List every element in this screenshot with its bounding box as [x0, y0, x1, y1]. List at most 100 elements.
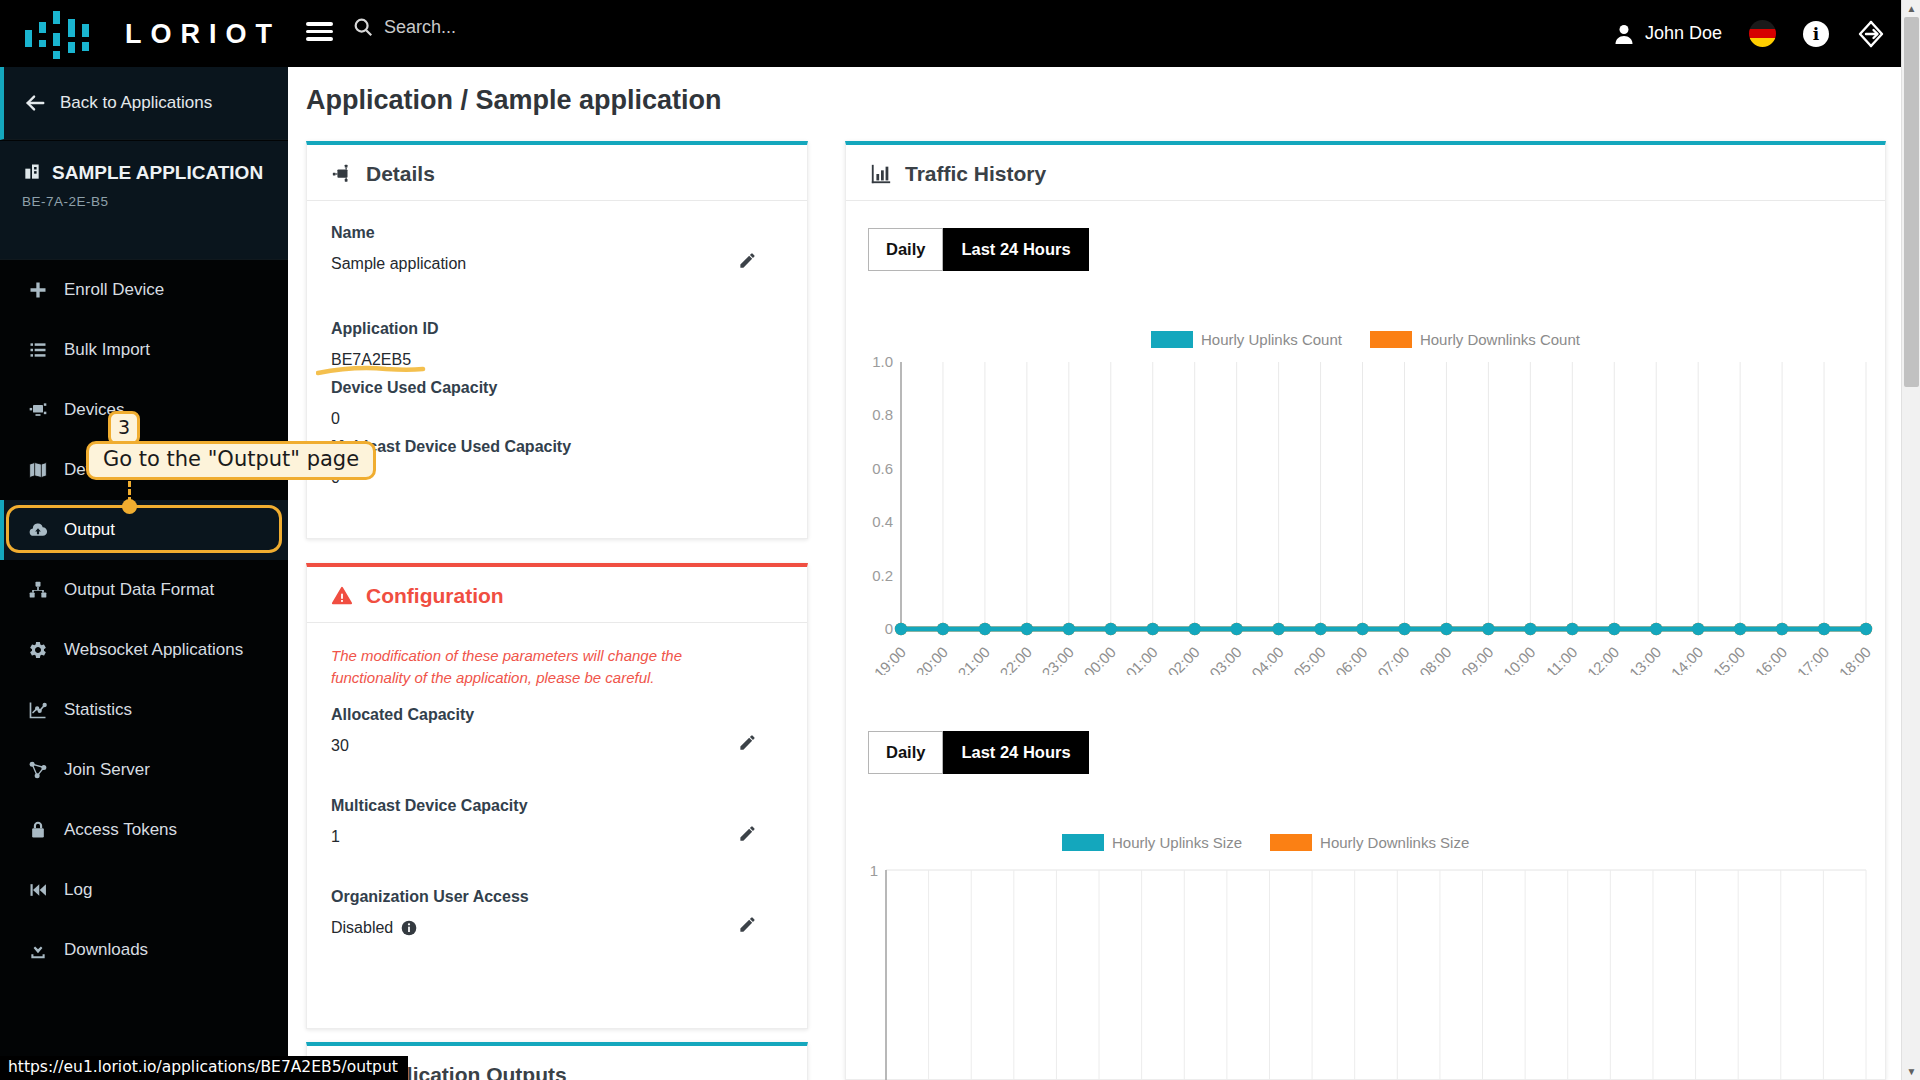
sidebar-item-label: Websocket Applications	[64, 640, 243, 660]
sidebar-app-id: BE-7A-2E-B5	[22, 194, 270, 209]
annotation-tooltip: Go to the "Output" page	[86, 441, 376, 480]
sidebar-app-header: SAMPLE APPLICATION BE-7A-2E-B5	[0, 141, 288, 260]
field-label: Organization User Access	[331, 887, 783, 907]
bar-chart-icon	[870, 163, 892, 185]
sidebar-menu: Enroll DeviceBulk ImportDevicesDevice Ma…	[0, 260, 288, 980]
arrow-left-icon	[24, 92, 46, 114]
field-value: Sample application	[331, 254, 783, 274]
field-device-used-capacity: Device Used Capacity0	[331, 378, 783, 429]
sidebar-item-join-server[interactable]: Join Server	[0, 740, 288, 800]
scrollbar-thumb[interactable]	[1904, 17, 1919, 387]
sidebar-item-label: Output Data Format	[64, 580, 214, 600]
svg-text:0.2: 0.2	[872, 567, 893, 584]
application-icon	[22, 160, 42, 192]
svg-text:23:00: 23:00	[1038, 643, 1077, 675]
map-icon	[28, 460, 48, 480]
svg-text:12:00: 12:00	[1584, 643, 1623, 675]
search-box	[352, 16, 684, 38]
field-multicast-device-used-capacity: Multicast Device Used Capacity 0	[331, 437, 783, 488]
user-menu[interactable]: John Doe	[1612, 22, 1722, 46]
info-icon[interactable]: i	[1803, 21, 1829, 47]
field-allocated-capacity: Allocated Capacity30	[331, 705, 783, 756]
svg-text:0.6: 0.6	[872, 460, 893, 477]
sidebar-item-label: Access Tokens	[64, 820, 177, 840]
field-value: 0	[331, 468, 783, 488]
sidebar-item-label: Bulk Import	[64, 340, 150, 360]
topbar-right: John Doe i	[1612, 0, 1886, 67]
logout-icon[interactable]	[1856, 19, 1886, 49]
toggle-daily-2[interactable]: Daily	[868, 731, 943, 774]
sidebar-item-output-data-format[interactable]: Output Data Format	[0, 560, 288, 620]
search-icon	[352, 16, 374, 38]
menu-toggle-icon[interactable]	[306, 22, 333, 44]
sidebar-item-devices[interactable]: Devices	[0, 380, 288, 440]
lock-icon	[28, 820, 48, 840]
uplinks-count-chart: 1.00.80.60.40.2019:0020:0021:0022:0023:0…	[846, 345, 1887, 675]
svg-text:0.8: 0.8	[872, 406, 893, 423]
sidebar-item-downloads[interactable]: Downloads	[0, 920, 288, 980]
scrollbar-down-arrow[interactable]: ▼	[1902, 1063, 1920, 1080]
toggle-last-24-hours-2[interactable]: Last 24 Hours	[943, 731, 1088, 774]
svg-text:21:00: 21:00	[954, 643, 993, 675]
svg-text:18:00: 18:00	[1836, 643, 1875, 675]
sidebar-item-enroll-device[interactable]: Enroll Device	[0, 260, 288, 320]
edit-pencil-icon[interactable]	[738, 824, 757, 843]
sidebar: Back to Applications SAMPLE APPLICATION …	[0, 67, 288, 1080]
back-label: Back to Applications	[60, 93, 212, 113]
field-value: 1	[331, 827, 783, 847]
svg-text:14:00: 14:00	[1668, 643, 1707, 675]
topbar: LORIOT John Doe i	[0, 0, 1920, 67]
back-to-applications[interactable]: Back to Applications	[0, 67, 288, 140]
toggle-daily[interactable]: Daily	[868, 228, 943, 271]
edit-pencil-icon[interactable]	[738, 733, 757, 752]
svg-text:15:00: 15:00	[1710, 643, 1749, 675]
svg-text:22:00: 22:00	[996, 643, 1035, 675]
devices-icon	[28, 400, 48, 420]
field-label: Multicast Device Used Capacity	[331, 437, 783, 457]
svg-text:17:00: 17:00	[1794, 643, 1833, 675]
loriot-logo[interactable]: LORIOT	[25, 9, 285, 59]
field-value: 0	[331, 409, 783, 429]
scrollbar-up-arrow[interactable]: ▲	[1902, 0, 1920, 17]
app-viewport: LORIOT John Doe i	[0, 0, 1920, 1080]
svg-text:1: 1	[870, 862, 878, 879]
traffic-history-card: Traffic History Daily Last 24 Hours Hour…	[845, 141, 1886, 1080]
application-id-underline-annotation	[316, 362, 426, 378]
svg-text:07:00: 07:00	[1374, 643, 1413, 675]
sidebar-item-websocket-applications[interactable]: Websocket Applications	[0, 620, 288, 680]
sidebar-item-log[interactable]: Log	[0, 860, 288, 920]
language-flag-german[interactable]	[1749, 20, 1776, 47]
details-card: Details NameSample applicationApplicatio…	[306, 141, 808, 539]
field-value: Disabled	[331, 918, 783, 938]
details-card-header: Details	[307, 145, 807, 201]
svg-text:04:00: 04:00	[1248, 643, 1287, 675]
traffic-history-heading: Traffic History	[905, 162, 1046, 186]
search-input[interactable]	[384, 17, 684, 38]
vertical-scrollbar: ▲ ▼	[1901, 0, 1920, 1080]
data-format-icon	[28, 580, 48, 600]
configuration-card-header: Configuration	[307, 567, 807, 623]
rewind-icon	[28, 880, 48, 900]
svg-text:20:00: 20:00	[913, 643, 952, 675]
sidebar-item-bulk-import[interactable]: Bulk Import	[0, 320, 288, 380]
field-info-icon[interactable]	[401, 920, 417, 936]
gear-icon	[28, 640, 48, 660]
svg-text:11:00: 11:00	[1543, 643, 1581, 675]
field-multicast-device-capacity: Multicast Device Capacity1	[331, 796, 783, 847]
uplinks-size-chart: 1	[846, 845, 1887, 1080]
configuration-card-body: The modification of these parameters wil…	[307, 623, 807, 1000]
annotation-step-badge: 3	[108, 411, 140, 445]
sidebar-item-label: Log	[64, 880, 92, 900]
field-label: Allocated Capacity	[331, 705, 783, 725]
field-name: NameSample application	[331, 223, 783, 274]
sidebar-item-label: Statistics	[64, 700, 132, 720]
main-content: Application / Sample application Details…	[288, 67, 1901, 1080]
toggle-last-24-hours[interactable]: Last 24 Hours	[943, 228, 1088, 271]
configuration-card: Configuration The modification of these …	[306, 563, 808, 1029]
sitemap-icon	[331, 163, 353, 185]
sidebar-item-access-tokens[interactable]: Access Tokens	[0, 800, 288, 860]
sidebar-item-statistics[interactable]: Statistics	[0, 680, 288, 740]
edit-pencil-icon[interactable]	[738, 251, 757, 270]
svg-text:01:00: 01:00	[1122, 643, 1161, 675]
edit-pencil-icon[interactable]	[738, 915, 757, 934]
